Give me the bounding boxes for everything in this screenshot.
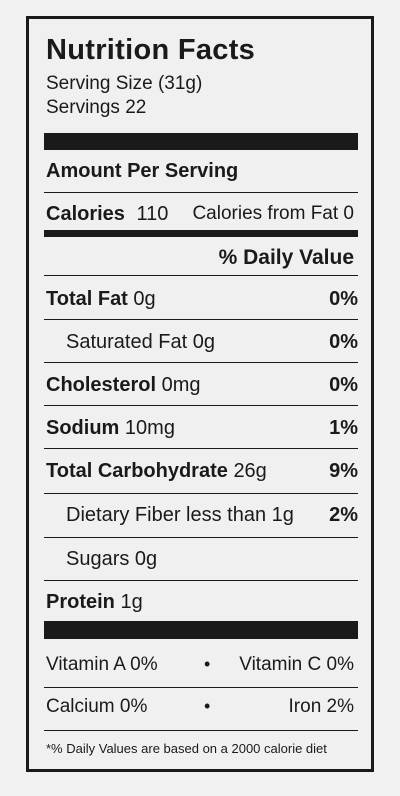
servings-per-container: Servings 22 (46, 97, 147, 118)
nutrient-label: Dietary Fiber less than 1g (66, 504, 294, 526)
nutrient-dv: 2% (329, 504, 358, 526)
daily-value-header: % Daily Value (218, 246, 354, 269)
nutrient-row-dietary-fiber: Dietary Fiber less than 1g 2% (44, 496, 358, 536)
calcium: Calcium 0% (46, 696, 148, 717)
calories-label: Calories (46, 203, 125, 225)
divider (44, 537, 358, 538)
nutrient-row-cholesterol: Cholesterol 0mg 0% (44, 366, 358, 406)
nutrient-amount: 1g (120, 591, 143, 613)
nutrient-label: Sodium (46, 417, 120, 439)
nutrient-label: Total Carbohydrate (46, 460, 228, 482)
nutrient-dv: 0% (329, 331, 358, 353)
divider (44, 493, 358, 494)
bullet-separator: • (204, 696, 211, 716)
nutrient-amount: 0mg (161, 374, 201, 396)
iron: Iron 2% (288, 696, 354, 717)
divider (44, 275, 358, 276)
nutrient-row-total-fat: Total Fat 0g 0% (44, 280, 358, 320)
label-title: Nutrition Facts (46, 34, 256, 66)
nutrient-label: Cholesterol (46, 374, 157, 396)
vitamin-a: Vitamin A 0% (46, 654, 158, 675)
medium-divider (44, 230, 358, 237)
divider (44, 319, 358, 320)
nutrient-row-sodium: Sodium 10mg 1% (44, 409, 358, 449)
nutrient-label: Sugars 0g (66, 548, 158, 570)
calories-value: 110 (136, 203, 169, 225)
divider (44, 405, 358, 406)
nutrient-row-saturated-fat: Saturated Fat 0g 0% (44, 323, 358, 363)
thick-divider (44, 133, 358, 150)
divider (44, 687, 358, 688)
nutrient-amount: 0g (133, 288, 156, 310)
nutrient-dv: 1% (329, 417, 358, 439)
nutrition-label: Nutrition Facts Serving Size (31g) Servi… (26, 16, 374, 772)
serving-size: Serving Size (31g) (46, 73, 203, 94)
thick-divider (44, 621, 358, 639)
calories-from-fat: Calories from Fat 0 (192, 203, 354, 224)
nutrient-row-protein: Protein 1g (44, 583, 358, 623)
nutrient-row-total-carbohydrate: Total Carbohydrate 26g 9% (44, 452, 358, 492)
divider (44, 362, 358, 363)
nutrient-label: Total Fat (46, 288, 128, 310)
nutrient-dv: 0% (329, 288, 358, 310)
nutrient-dv: 0% (329, 374, 358, 396)
nutrient-amount: 10mg (124, 417, 175, 439)
divider (44, 192, 358, 193)
calories-row: Calories 110 (46, 203, 168, 226)
footnote: *% Daily Values are based on a 2000 calo… (46, 741, 327, 756)
divider (44, 448, 358, 449)
nutrient-amount: 26g (233, 460, 267, 482)
nutrient-label: Saturated Fat 0g (66, 331, 215, 353)
amount-per-serving: Amount Per Serving (46, 160, 239, 182)
bullet-separator: • (204, 654, 211, 674)
nutrient-label: Protein (46, 591, 115, 613)
divider (44, 730, 358, 731)
nutrient-row-sugars: Sugars 0g (44, 540, 358, 580)
vitamin-c: Vitamin C 0% (239, 654, 354, 675)
divider (44, 580, 358, 581)
nutrient-dv: 9% (329, 460, 358, 482)
